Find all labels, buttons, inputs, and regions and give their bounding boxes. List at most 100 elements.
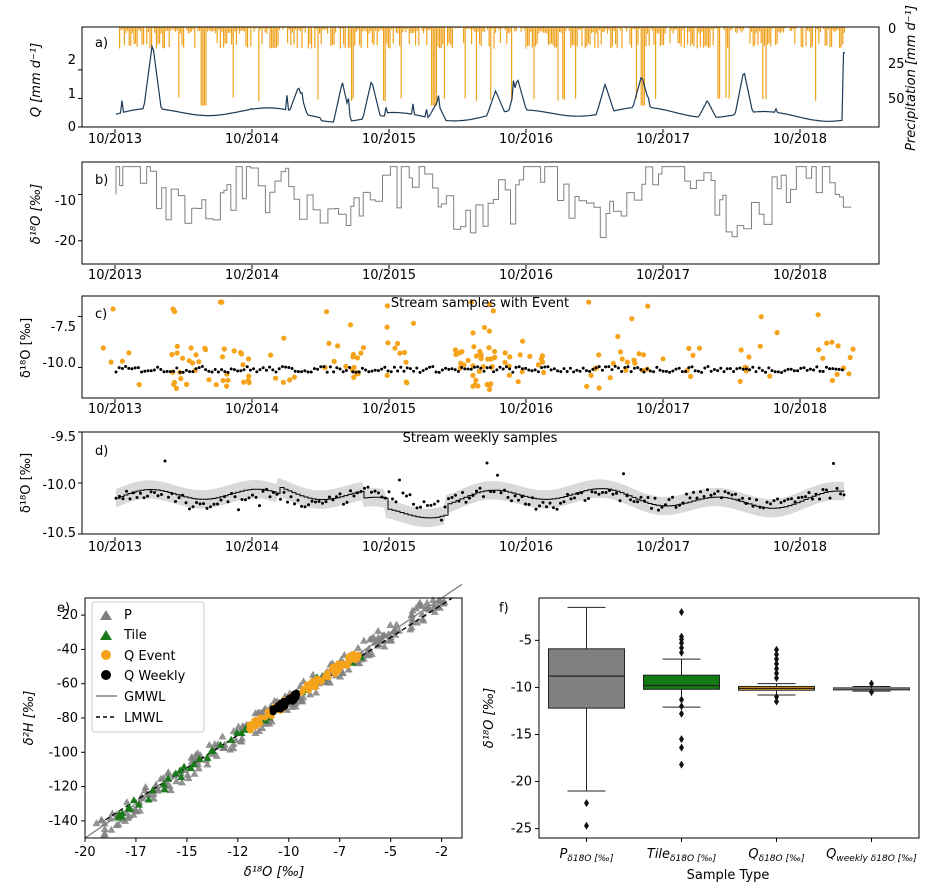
event-point xyxy=(193,352,199,358)
weekly-point xyxy=(286,500,289,504)
weekly-point xyxy=(212,502,216,506)
event-point xyxy=(757,343,763,349)
weekly-point xyxy=(639,368,643,372)
weekly-point xyxy=(447,367,451,371)
weekly-point xyxy=(114,496,118,500)
weekly-point xyxy=(319,365,323,369)
weekly-point xyxy=(735,367,739,371)
weekly-point xyxy=(812,368,816,372)
weekly-point xyxy=(405,494,408,498)
event-point xyxy=(835,343,841,349)
event-point xyxy=(478,352,484,358)
weekly-point xyxy=(622,472,625,476)
weekly-point xyxy=(534,507,538,511)
event-point xyxy=(351,364,357,370)
event-point xyxy=(636,351,642,357)
weekly-point xyxy=(464,500,468,504)
p-point xyxy=(429,595,438,603)
weekly-point xyxy=(790,497,793,501)
panel-e-xtick-label: -15 xyxy=(176,845,197,860)
weekly-point xyxy=(317,500,321,503)
discharge-line xyxy=(115,44,845,123)
weekly-point xyxy=(293,502,296,506)
weekly-point xyxy=(626,365,630,369)
weekly-point xyxy=(344,369,348,372)
weekly-point xyxy=(429,503,433,507)
weekly-point xyxy=(135,496,139,499)
event-point xyxy=(470,330,476,336)
weekly-point xyxy=(216,502,219,506)
p-point xyxy=(122,798,131,806)
event-point xyxy=(774,330,780,336)
panel-f-category-label: Pδ18O [‰] xyxy=(560,847,614,864)
weekly-point xyxy=(818,369,822,373)
weekly-point xyxy=(832,462,835,465)
event-point xyxy=(280,379,286,385)
weekly-point xyxy=(524,366,528,370)
weekly-point xyxy=(703,366,707,370)
panel-d: Stream weekly samples d) -9.5 -10.0 -10.… xyxy=(19,430,880,555)
weekly-point xyxy=(760,369,764,372)
p-point xyxy=(131,805,140,813)
event-point xyxy=(384,372,390,378)
p-point xyxy=(100,825,109,833)
weekly-point xyxy=(496,473,499,477)
event-point xyxy=(631,357,637,363)
panel-c-xtick-label: 10/2018 xyxy=(773,402,827,417)
box-outlier xyxy=(679,639,684,648)
event-point xyxy=(596,385,602,391)
panel-f-xlabel: Sample Type xyxy=(687,868,770,883)
box-outlier xyxy=(679,709,684,718)
panel-b-xtick-label: 10/2015 xyxy=(362,268,416,283)
weekly-point xyxy=(277,367,281,371)
weekly-point xyxy=(825,488,828,492)
event-point xyxy=(850,346,856,352)
event-point xyxy=(824,340,830,346)
weekly-point xyxy=(479,366,483,370)
weekly-point xyxy=(181,493,184,497)
box-outlier xyxy=(679,760,684,769)
weekly-point xyxy=(401,491,405,495)
panel-e-xtick-label: -10 xyxy=(278,845,299,860)
weekly-point xyxy=(667,498,671,501)
weekly-point xyxy=(296,370,300,374)
weekly-point xyxy=(566,492,569,496)
weekly-point xyxy=(719,366,723,370)
weekly-point xyxy=(601,491,604,494)
event-point xyxy=(476,368,482,374)
weekly-point xyxy=(293,369,297,373)
event-point xyxy=(820,355,826,361)
weekly-point xyxy=(556,369,560,373)
weekly-point xyxy=(363,486,366,490)
p-point xyxy=(229,739,238,747)
p-point xyxy=(100,829,109,837)
event-point xyxy=(281,335,287,341)
p-point xyxy=(97,815,106,823)
p-point xyxy=(379,636,388,644)
event-point xyxy=(758,314,764,320)
weekly-point xyxy=(578,369,582,373)
weekly-point xyxy=(646,496,650,499)
weekly-point xyxy=(472,365,476,369)
weekly-point xyxy=(360,366,364,370)
box-body xyxy=(643,674,720,690)
qevent-point xyxy=(318,677,325,684)
weekly-point xyxy=(681,501,685,505)
weekly-point xyxy=(674,505,678,509)
box-outlier xyxy=(679,643,684,652)
event-point xyxy=(690,352,696,358)
event-point xyxy=(586,299,592,305)
weekly-point xyxy=(623,366,627,369)
panel-a-y2tick: 0 xyxy=(888,22,896,37)
weekly-point xyxy=(392,365,396,369)
tile-point xyxy=(176,766,185,774)
box-outlier xyxy=(584,821,589,830)
weekly-point xyxy=(132,491,135,495)
panel-b-ylabel: δ¹⁸O [‰] xyxy=(29,184,44,244)
event-point xyxy=(350,354,356,360)
weekly-point xyxy=(680,370,684,374)
weekly-point xyxy=(175,366,179,370)
weekly-point xyxy=(153,491,156,494)
weekly-point xyxy=(463,367,467,371)
panel-c-xtick-label: 10/2014 xyxy=(225,402,279,417)
